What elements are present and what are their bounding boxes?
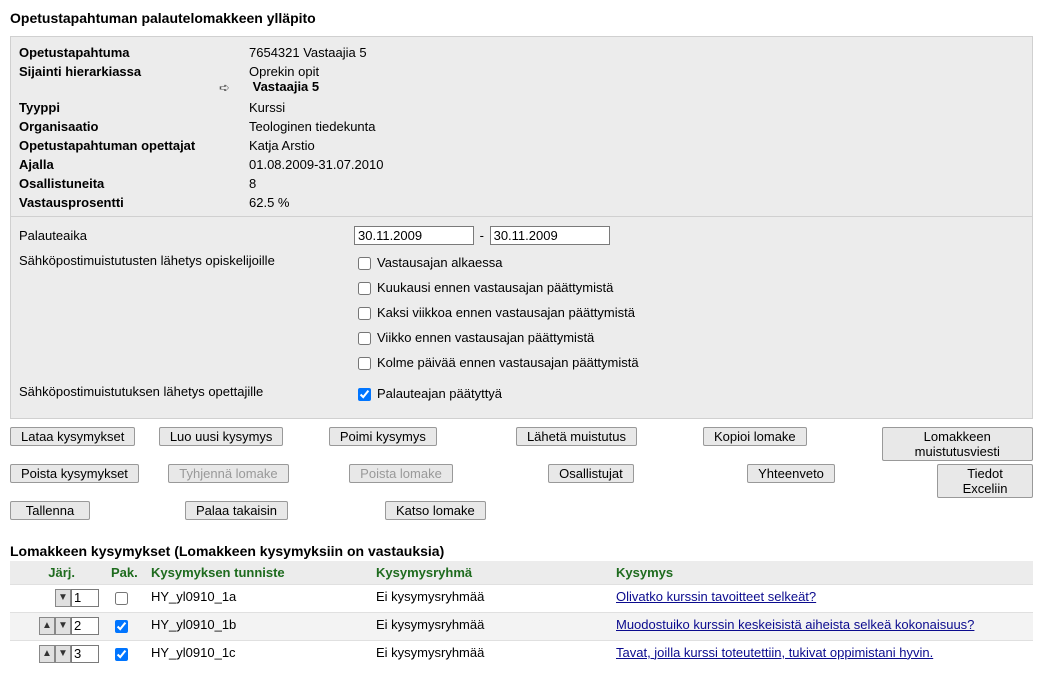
page-title: Opetustapahtuman palautelomakkeen ylläpi… xyxy=(10,10,1033,26)
move-down-icon[interactable]: ▼ xyxy=(55,645,71,663)
label-email-teachers: Sähköpostimuistutuksen lähetys opettajil… xyxy=(19,382,354,399)
table-row: ▼ HY_yl0910_1aEi kysymysryhmää Olivatko ku… xyxy=(10,584,1033,612)
question-link[interactable]: Muodostuiko kurssin keskeisistä aiheista… xyxy=(616,617,974,632)
col-header-kysymys: Kysymys xyxy=(610,561,1033,585)
reminder-message-button[interactable]: Lomakkeen muistutusviesti xyxy=(882,427,1033,461)
value-ajalla: 01.08.2009-31.07.2010 xyxy=(249,157,1024,172)
chk-month[interactable] xyxy=(358,282,371,295)
mandatory-checkbox[interactable] xyxy=(115,648,128,661)
button-bar: Lataa kysymykset Luo uusi kysymys Poimi … xyxy=(10,419,1033,525)
chk-three-days[interactable] xyxy=(358,357,371,370)
chk-after-end[interactable] xyxy=(358,388,371,401)
date-from-input[interactable] xyxy=(354,226,474,245)
hierarchy-line1: Oprekin opit xyxy=(249,64,319,79)
move-down-icon[interactable]: ▼ xyxy=(55,589,71,607)
question-link[interactable]: Tavat, joilla kurssi toteutettiin, tukiv… xyxy=(616,645,933,660)
question-link[interactable]: Olivatko kurssin tavoitteet selkeät? xyxy=(616,589,816,604)
sequence-input[interactable] xyxy=(71,589,99,607)
hierarchy-line2: Vastaajia 5 xyxy=(253,79,320,94)
info-panel: Opetustapahtuma 7654321 Vastaajia 5 Sija… xyxy=(10,36,1033,217)
chk-month-label: Kuukausi ennen vastausajan päättymistä xyxy=(377,280,613,295)
chk-week[interactable] xyxy=(358,332,371,345)
question-id: HY_yl0910_1b xyxy=(145,612,370,640)
chk-two-weeks-label: Kaksi viikkoa ennen vastausajan päättymi… xyxy=(377,305,635,320)
sequence-input[interactable] xyxy=(71,645,99,663)
value-organisaatio: Teologinen tiedekunta xyxy=(249,119,1024,134)
chk-week-label: Viikko ennen vastausajan päättymistä xyxy=(377,330,594,345)
label-vastausprosentti: Vastausprosentti xyxy=(19,195,249,210)
participants-button[interactable]: Osallistujat xyxy=(548,464,634,483)
chk-two-weeks[interactable] xyxy=(358,307,371,320)
arrow-right-icon: ➪ xyxy=(219,80,241,96)
table-row: ▲▼ HY_yl0910_1bEi kysymysryhmää Muodostuik… xyxy=(10,612,1033,640)
chk-start-label: Vastausajan alkaessa xyxy=(377,255,503,270)
sequence-input[interactable] xyxy=(71,617,99,635)
value-vastausprosentti: 62.5 % xyxy=(249,195,1024,210)
create-question-button[interactable]: Luo uusi kysymys xyxy=(159,427,284,446)
chk-three-days-label: Kolme päivää ennen vastausajan päättymis… xyxy=(377,355,639,370)
label-palauteaika: Palauteaika xyxy=(19,226,354,243)
label-email-students: Sähköpostimuistutusten lähetys opiskelij… xyxy=(19,251,354,268)
form-panel: Palauteaika - Sähköpostimuistutusten läh… xyxy=(10,217,1033,419)
move-up-icon[interactable]: ▲ xyxy=(39,617,55,635)
question-id: HY_yl0910_1a xyxy=(145,584,370,612)
label-opettajat: Opetustapahtuman opettajat xyxy=(19,138,249,153)
label-organisaatio: Organisaatio xyxy=(19,119,249,134)
col-header-pak: Pak. xyxy=(105,561,145,585)
label-sijainti: Sijainti hierarkiassa xyxy=(19,64,249,96)
questions-section-title: Lomakkeen kysymykset (Lomakkeen kysymyks… xyxy=(10,543,1033,559)
chk-start[interactable] xyxy=(358,257,371,270)
mandatory-checkbox[interactable] xyxy=(115,620,128,633)
pick-question-button[interactable]: Poimi kysymys xyxy=(329,427,437,446)
value-sijainti: Oprekin opit ➪ Vastaajia 5 xyxy=(249,64,1024,96)
label-ajalla: Ajalla xyxy=(19,157,249,172)
save-button[interactable]: Tallenna xyxy=(10,501,90,520)
summary-button[interactable]: Yhteenveto xyxy=(747,464,835,483)
label-tyyppi: Tyyppi xyxy=(19,100,249,115)
delete-form-button[interactable]: Poista lomake xyxy=(349,464,453,483)
delete-questions-button[interactable]: Poista kysymykset xyxy=(10,464,139,483)
col-header-jarj: Järj. xyxy=(10,561,105,585)
question-group: Ei kysymysryhmää xyxy=(370,640,610,668)
export-excel-button[interactable]: Tiedot Exceliin xyxy=(937,464,1033,498)
move-down-icon[interactable]: ▼ xyxy=(55,617,71,635)
col-header-ryhma: Kysymysryhmä xyxy=(370,561,610,585)
value-tyyppi: Kurssi xyxy=(249,100,1024,115)
back-button[interactable]: Palaa takaisin xyxy=(185,501,288,520)
move-up-icon[interactable]: ▲ xyxy=(39,645,55,663)
date-separator: - xyxy=(480,228,484,243)
question-group: Ei kysymysryhmää xyxy=(370,584,610,612)
label-osallistuneita: Osallistuneita xyxy=(19,176,249,191)
mandatory-checkbox[interactable] xyxy=(115,592,128,605)
col-header-tunniste: Kysymyksen tunniste xyxy=(145,561,370,585)
table-row: ▲▼ HY_yl0910_1cEi kysymysryhmää Tavat, joi… xyxy=(10,640,1033,668)
question-group: Ei kysymysryhmää xyxy=(370,612,610,640)
questions-table: Järj. Pak. Kysymyksen tunniste Kysymysry… xyxy=(10,561,1033,668)
send-reminder-button[interactable]: Lähetä muistutus xyxy=(516,427,637,446)
date-to-input[interactable] xyxy=(490,226,610,245)
view-form-button[interactable]: Katso lomake xyxy=(385,501,486,520)
clear-form-button[interactable]: Tyhjennä lomake xyxy=(168,464,288,483)
value-opettajat: Katja Arstio xyxy=(249,138,1024,153)
label-opetustapahtuma: Opetustapahtuma xyxy=(19,45,249,60)
value-opetustapahtuma: 7654321 Vastaajia 5 xyxy=(249,45,1024,60)
question-id: HY_yl0910_1c xyxy=(145,640,370,668)
value-osallistuneita: 8 xyxy=(249,176,1024,191)
load-questions-button[interactable]: Lataa kysymykset xyxy=(10,427,135,446)
chk-after-end-label: Palauteajan päätyttyä xyxy=(377,386,502,401)
copy-form-button[interactable]: Kopioi lomake xyxy=(703,427,807,446)
